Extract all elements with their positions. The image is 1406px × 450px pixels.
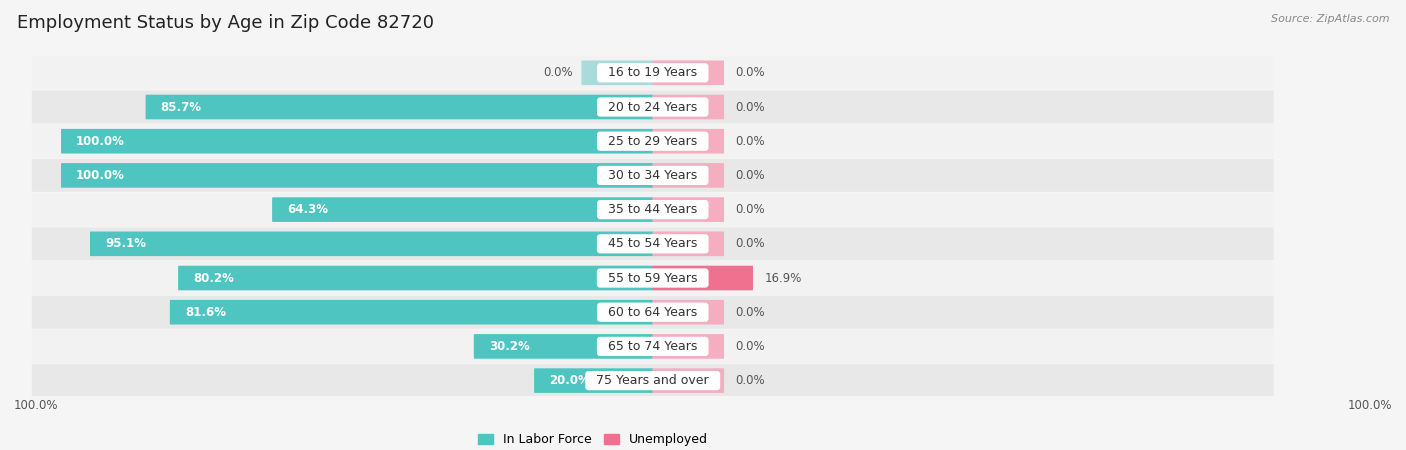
Text: 0.0%: 0.0% [735,374,765,387]
FancyBboxPatch shape [170,300,654,324]
FancyBboxPatch shape [90,231,654,256]
FancyBboxPatch shape [32,364,1274,397]
FancyBboxPatch shape [32,227,1274,260]
Text: 35 to 44 Years: 35 to 44 Years [600,203,706,216]
Text: Source: ZipAtlas.com: Source: ZipAtlas.com [1271,14,1389,23]
Text: 30.2%: 30.2% [489,340,530,353]
FancyBboxPatch shape [652,368,724,393]
Text: 16.9%: 16.9% [765,271,801,284]
FancyBboxPatch shape [32,296,1274,328]
Text: 100.0%: 100.0% [1347,400,1392,412]
FancyBboxPatch shape [474,334,654,359]
FancyBboxPatch shape [146,94,654,119]
FancyBboxPatch shape [652,129,724,153]
FancyBboxPatch shape [32,125,1274,158]
Text: 100.0%: 100.0% [76,169,125,182]
Text: 95.1%: 95.1% [105,237,146,250]
Text: 0.0%: 0.0% [735,340,765,353]
FancyBboxPatch shape [32,56,1274,89]
Text: 20 to 24 Years: 20 to 24 Years [600,100,706,113]
Text: 0.0%: 0.0% [735,135,765,148]
FancyBboxPatch shape [652,197,724,222]
Text: 0.0%: 0.0% [735,66,765,79]
Text: 0.0%: 0.0% [735,169,765,182]
Legend: In Labor Force, Unemployed: In Labor Force, Unemployed [472,428,713,450]
FancyBboxPatch shape [652,163,724,188]
Text: 55 to 59 Years: 55 to 59 Years [600,271,706,284]
FancyBboxPatch shape [534,368,654,393]
Text: 80.2%: 80.2% [193,271,235,284]
FancyBboxPatch shape [652,334,724,359]
FancyBboxPatch shape [652,266,754,290]
FancyBboxPatch shape [652,60,724,85]
Text: 60 to 64 Years: 60 to 64 Years [600,306,706,319]
FancyBboxPatch shape [32,261,1274,294]
Text: 30 to 34 Years: 30 to 34 Years [600,169,706,182]
Text: 81.6%: 81.6% [186,306,226,319]
Text: 85.7%: 85.7% [160,100,201,113]
FancyBboxPatch shape [582,60,654,85]
FancyBboxPatch shape [60,129,654,153]
Text: 25 to 29 Years: 25 to 29 Years [600,135,706,148]
FancyBboxPatch shape [32,159,1274,192]
FancyBboxPatch shape [32,193,1274,226]
Text: 0.0%: 0.0% [543,66,572,79]
Text: 0.0%: 0.0% [735,203,765,216]
FancyBboxPatch shape [652,94,724,119]
FancyBboxPatch shape [652,300,724,324]
Text: Employment Status by Age in Zip Code 82720: Employment Status by Age in Zip Code 827… [17,14,434,32]
Text: 0.0%: 0.0% [735,306,765,319]
FancyBboxPatch shape [179,266,654,290]
Text: 20.0%: 20.0% [550,374,591,387]
Text: 64.3%: 64.3% [287,203,328,216]
Text: 0.0%: 0.0% [735,100,765,113]
FancyBboxPatch shape [32,90,1274,123]
Text: 75 Years and over: 75 Years and over [589,374,717,387]
Text: 65 to 74 Years: 65 to 74 Years [600,340,706,353]
FancyBboxPatch shape [273,197,654,222]
FancyBboxPatch shape [60,163,654,188]
Text: 45 to 54 Years: 45 to 54 Years [600,237,706,250]
Text: 100.0%: 100.0% [14,400,59,412]
Text: 0.0%: 0.0% [735,237,765,250]
Text: 100.0%: 100.0% [76,135,125,148]
FancyBboxPatch shape [32,330,1274,363]
FancyBboxPatch shape [652,231,724,256]
Text: 16 to 19 Years: 16 to 19 Years [600,66,706,79]
